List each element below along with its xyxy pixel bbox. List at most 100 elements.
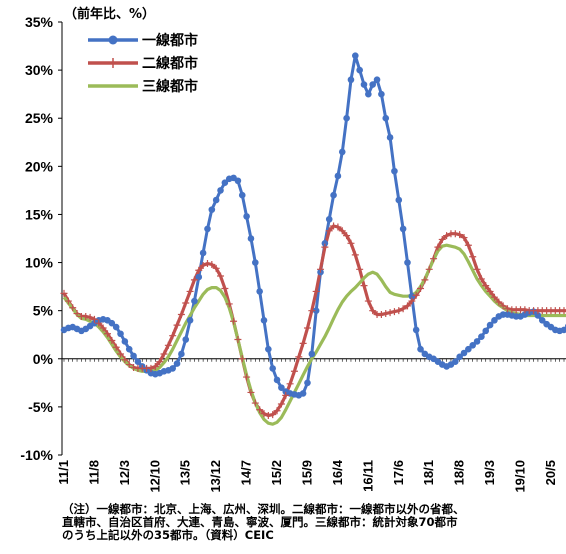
y-tick-label: 5% <box>33 303 54 319</box>
series-1-point <box>178 350 185 358</box>
series-1-point <box>199 249 207 257</box>
x-tick-label: 17/6 <box>391 460 406 485</box>
y-tick-label: 0% <box>33 351 54 367</box>
y-tick-label: 20% <box>25 158 54 174</box>
series-2-point <box>560 307 566 315</box>
series-2-point <box>190 276 198 284</box>
series-2-point <box>477 275 485 283</box>
series-1-point <box>299 390 307 397</box>
series-1-point <box>334 172 342 180</box>
series-1-point <box>238 191 246 199</box>
series-1-point <box>243 213 250 220</box>
series-2-point <box>486 287 494 295</box>
series-2-point <box>208 260 216 268</box>
series-1-point <box>234 177 242 185</box>
series-2-point <box>377 311 385 319</box>
series-2-point <box>121 356 129 364</box>
series-2-point <box>103 330 111 338</box>
series-1-point <box>252 259 259 266</box>
y-tick-label: -5% <box>28 399 53 415</box>
series-2-point <box>164 341 172 349</box>
series-1-point <box>221 179 229 186</box>
series-1-point <box>347 76 355 84</box>
x-tick-label: 18/1 <box>421 460 436 485</box>
series-2-point <box>177 311 185 319</box>
series-2-point <box>182 299 190 307</box>
y-tick-label: -10% <box>20 447 53 463</box>
series-1-point <box>473 338 481 345</box>
series-2-point <box>247 388 255 396</box>
series-1-point <box>204 225 211 233</box>
legend-marker <box>108 35 118 45</box>
footnote: （注）一線都市：北京、上海、広州、深圳。二線都市：一線都市以外の省都、 直轄市、… <box>62 503 562 542</box>
series-1-point <box>560 326 566 334</box>
legend-label: 一線都市 <box>142 32 198 49</box>
x-tick-label: 19/10 <box>513 460 528 493</box>
series-1-point <box>121 338 129 345</box>
series-1-point <box>482 327 490 335</box>
series-2-point <box>221 285 229 293</box>
x-tick-label: 12/10 <box>147 460 162 493</box>
x-tick-label: 11/1 <box>56 460 71 485</box>
series-1-point <box>130 352 137 360</box>
series-1-point <box>125 345 133 353</box>
series-2-point <box>238 355 246 363</box>
series-2-point <box>269 411 277 419</box>
series-2-point <box>317 265 325 273</box>
series-1-point <box>169 365 176 372</box>
series-1-point <box>412 326 420 334</box>
series-2-point <box>443 232 451 240</box>
y-tick-label: 30% <box>25 62 54 78</box>
series-2-point <box>482 282 490 290</box>
series-2-point <box>430 255 438 263</box>
series-1-point <box>312 307 320 314</box>
series-2-point <box>286 380 294 388</box>
series-1-point <box>273 376 281 384</box>
series-2-point <box>351 251 359 259</box>
x-tick-label: 19/3 <box>482 460 497 485</box>
series-1-point <box>186 316 194 324</box>
series-1-point <box>304 379 311 387</box>
series-2-point <box>473 265 481 273</box>
series-2-point <box>460 234 468 242</box>
series-2-point <box>321 243 329 251</box>
series-2-point <box>490 293 498 301</box>
series-1-point <box>325 215 333 223</box>
series-2-point <box>499 302 507 310</box>
series-2-point <box>169 332 177 340</box>
series-1-point <box>373 76 381 84</box>
chart-axes: -10% -5% 0% 5% 10% 15% 20% 25% 30% 35% 11/1 11/8 12/… <box>20 14 566 493</box>
series-2-point <box>282 391 290 399</box>
series-2-point <box>464 241 472 249</box>
series-2-point <box>147 364 155 372</box>
series-2-point <box>186 287 194 295</box>
series-2-point <box>521 306 529 314</box>
x-tick-label: 20/5 <box>543 460 558 485</box>
series-2-point <box>260 410 268 418</box>
series-2-point <box>251 399 259 407</box>
x-tick-label: 16/4 <box>330 459 345 485</box>
series-2-point <box>173 321 181 329</box>
legend-label: 二線都市 <box>142 55 198 72</box>
series-1-point <box>173 360 181 367</box>
legend-label: 三線都市 <box>142 78 198 95</box>
series-2-point <box>243 373 251 381</box>
series-2-point <box>382 310 390 318</box>
series-1-point <box>395 196 403 204</box>
series-2-point <box>303 324 311 332</box>
series-2-point <box>273 407 281 415</box>
series-1-point <box>456 353 463 361</box>
series-2-point <box>425 265 433 273</box>
y-tick-label: 25% <box>25 110 54 126</box>
series-1-point <box>182 336 190 343</box>
series-2-point <box>434 243 442 251</box>
series-2-point <box>417 285 425 293</box>
series-1-point <box>108 319 116 327</box>
series-1-point <box>386 134 394 141</box>
series-1-point <box>247 235 255 242</box>
series-2-point <box>330 222 338 230</box>
unit-label: （前年比、%） <box>64 6 155 22</box>
series-1-point <box>417 345 424 353</box>
series-2-point <box>503 305 511 313</box>
series-2-point <box>230 317 238 325</box>
